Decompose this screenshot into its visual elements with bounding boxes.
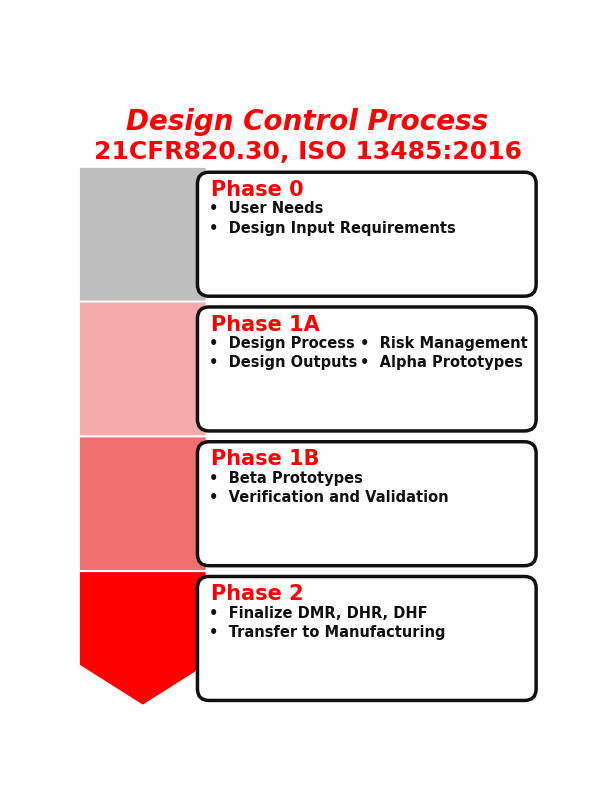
Text: •  Verification and Validation: • Verification and Validation — [209, 490, 449, 506]
Text: •  Finalize DMR, DHR, DHF: • Finalize DMR, DHR, DHF — [209, 606, 428, 621]
Text: •  Design Process: • Design Process — [209, 336, 355, 351]
Text: •  User Needs: • User Needs — [209, 202, 323, 217]
Text: •  Alpha Prototypes: • Alpha Prototypes — [360, 355, 523, 370]
Text: Design Control Process: Design Control Process — [127, 107, 488, 135]
Polygon shape — [79, 302, 207, 706]
Text: •  Risk Management: • Risk Management — [360, 336, 528, 351]
Polygon shape — [79, 436, 207, 706]
Text: •  Design Input Requirements: • Design Input Requirements — [209, 221, 456, 236]
Text: •  Beta Prototypes: • Beta Prototypes — [209, 471, 363, 486]
Text: 21CFR820.30, ISO 13485:2016: 21CFR820.30, ISO 13485:2016 — [94, 140, 521, 164]
Text: •  Transfer to Manufacturing: • Transfer to Manufacturing — [209, 625, 446, 640]
Text: •  Design Outputs: • Design Outputs — [209, 355, 358, 370]
FancyBboxPatch shape — [197, 442, 536, 566]
FancyBboxPatch shape — [197, 307, 536, 431]
Text: Phase 1B: Phase 1B — [211, 450, 320, 470]
Polygon shape — [79, 167, 207, 706]
Text: Phase 2: Phase 2 — [211, 584, 304, 604]
Text: Phase 0: Phase 0 — [211, 180, 304, 200]
FancyBboxPatch shape — [197, 577, 536, 701]
FancyBboxPatch shape — [197, 172, 536, 296]
Polygon shape — [79, 571, 207, 706]
Text: Phase 1A: Phase 1A — [211, 314, 320, 334]
